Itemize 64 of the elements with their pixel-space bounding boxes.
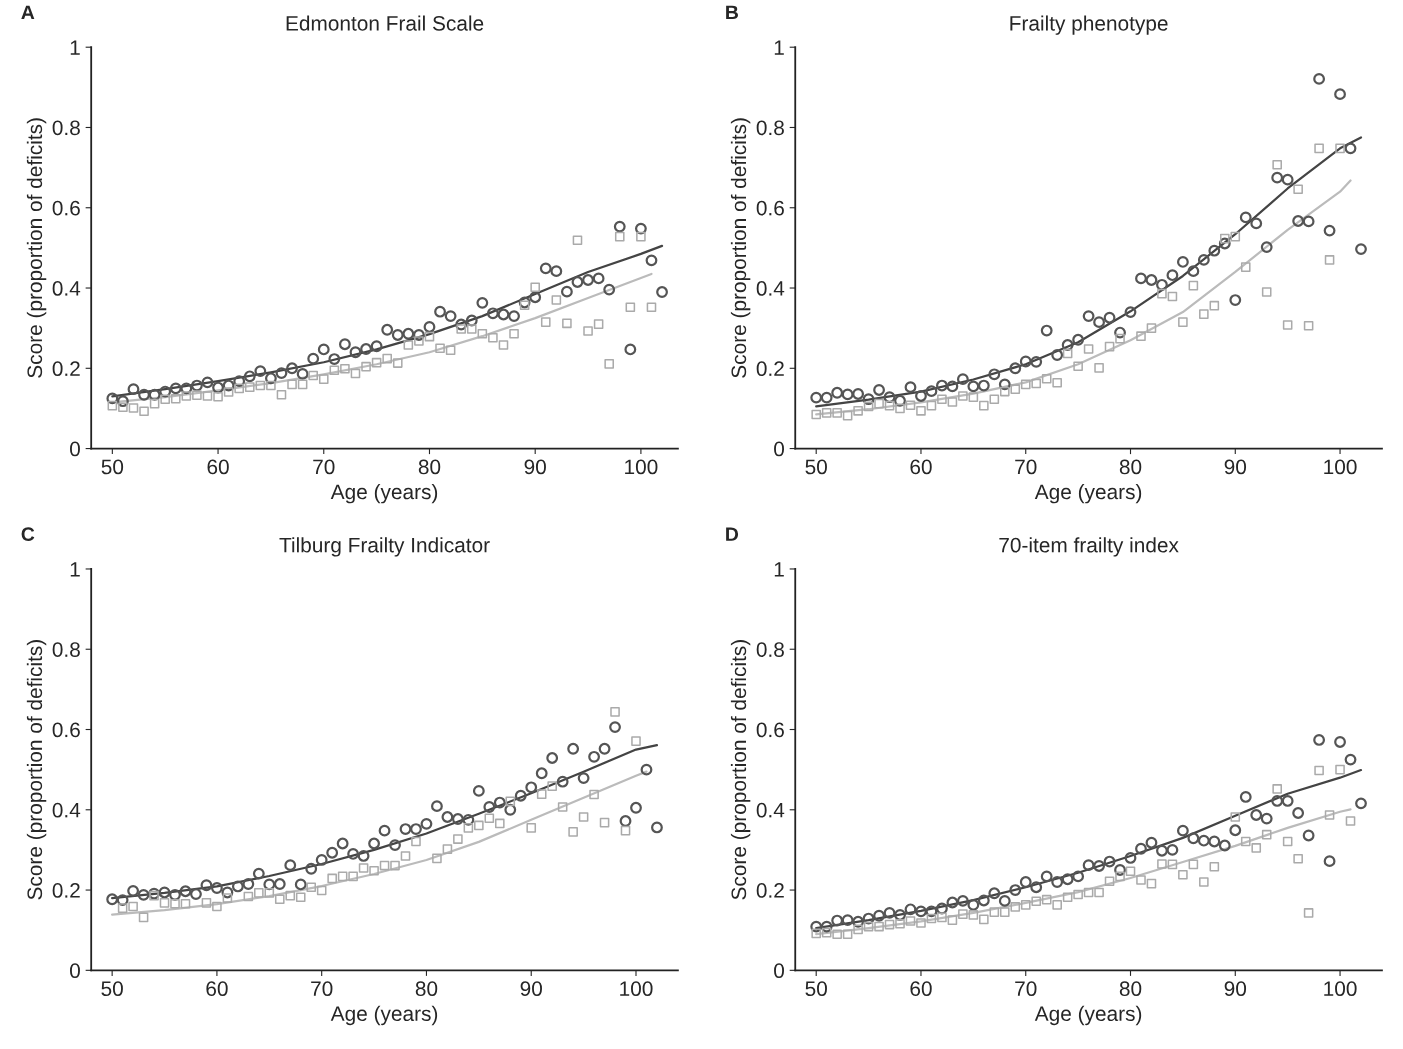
x-tick-label: 60	[910, 981, 932, 997]
y-tick-label: 0.2	[756, 361, 784, 377]
x-tick-label: 70	[311, 981, 333, 997]
text: C	[21, 527, 35, 542]
y-axis-title: Score (proportion of deficits)	[26, 640, 47, 900]
text: A	[21, 5, 35, 20]
y-tick-label: 0.4	[52, 802, 81, 818]
chart-title: 70-item frailty index	[999, 537, 1179, 557]
y-tick-label: 0.2	[52, 883, 80, 898]
x-tick-label: 100	[625, 459, 658, 475]
y-tick-label: 0.6	[756, 722, 784, 738]
x-axis-title: Age (years)	[330, 483, 438, 504]
chart-title: Tilburg Frailty Indicator	[279, 537, 490, 557]
x-tick-label: 60	[206, 981, 228, 997]
y-tick-label: 0.4	[756, 281, 785, 296]
y-tick-label: 0	[774, 441, 785, 457]
y-axis-title: Score (proportion of deficits)	[26, 118, 47, 378]
text: B	[726, 5, 738, 20]
y-tick-label: 1	[70, 40, 80, 55]
x-tick-label: 100	[620, 981, 653, 997]
x-tick-label: 60	[910, 459, 932, 475]
x-tick-label: 90	[524, 459, 546, 475]
y-tick-label: 0	[70, 441, 80, 457]
y-tick-label: 0.8	[52, 120, 80, 136]
y-tick-label: 0.2	[756, 883, 784, 898]
y-tick-label: 1	[774, 562, 784, 577]
x-tick-label: 100	[1324, 459, 1357, 475]
x-tick-label: 90	[1224, 981, 1247, 997]
y-tick-label: 1	[774, 40, 784, 55]
x-tick-label: 50	[805, 459, 827, 475]
y-tick-label: 0.4	[52, 281, 81, 296]
y-tick-label: 0.8	[52, 642, 80, 657]
y-tick-label: 0.6	[52, 722, 80, 738]
x-tick-label: 80	[1119, 459, 1142, 475]
x-tick-label: 100	[1324, 981, 1357, 997]
y-tick-label: 0.2	[52, 361, 80, 377]
y-tick-label: 0.4	[756, 802, 785, 818]
y-tick-label: 0	[70, 963, 80, 979]
y-tick-label: 1	[70, 562, 80, 577]
x-axis-title: Age (years)	[1034, 483, 1142, 504]
chart-title: Frailty phenotype	[1010, 15, 1168, 35]
y-axis-title: Score (proportion of deficits)	[730, 640, 751, 900]
x-tick-label: 50	[805, 981, 827, 997]
x-tick-label: 90	[1224, 459, 1247, 475]
y-tick-label: 0.6	[52, 200, 80, 216]
x-tick-label: 50	[101, 981, 123, 997]
x-tick-label: 70	[1015, 459, 1037, 475]
x-tick-label: 80	[418, 459, 441, 475]
x-axis-title: Age (years)	[330, 1005, 438, 1026]
x-tick-label: 80	[1119, 981, 1142, 997]
y-axis-title: Score (proportion of deficits)	[730, 118, 751, 378]
x-tick-label: 80	[415, 981, 438, 997]
x-tick-label: 60	[207, 459, 229, 475]
x-tick-label: 70	[313, 459, 335, 475]
chart-title: Edmonton Frail Scale	[286, 15, 484, 31]
text: D	[726, 527, 739, 541]
x-tick-label: 90	[520, 981, 542, 997]
y-tick-label: 0.8	[756, 642, 784, 657]
y-tick-label: 0.6	[756, 200, 784, 216]
x-tick-label: 50	[101, 459, 124, 475]
x-tick-label: 70	[1015, 981, 1037, 997]
y-tick-label: 0	[774, 963, 785, 979]
x-axis-title: Age (years)	[1034, 1005, 1142, 1026]
y-tick-label: 0.8	[756, 120, 784, 136]
